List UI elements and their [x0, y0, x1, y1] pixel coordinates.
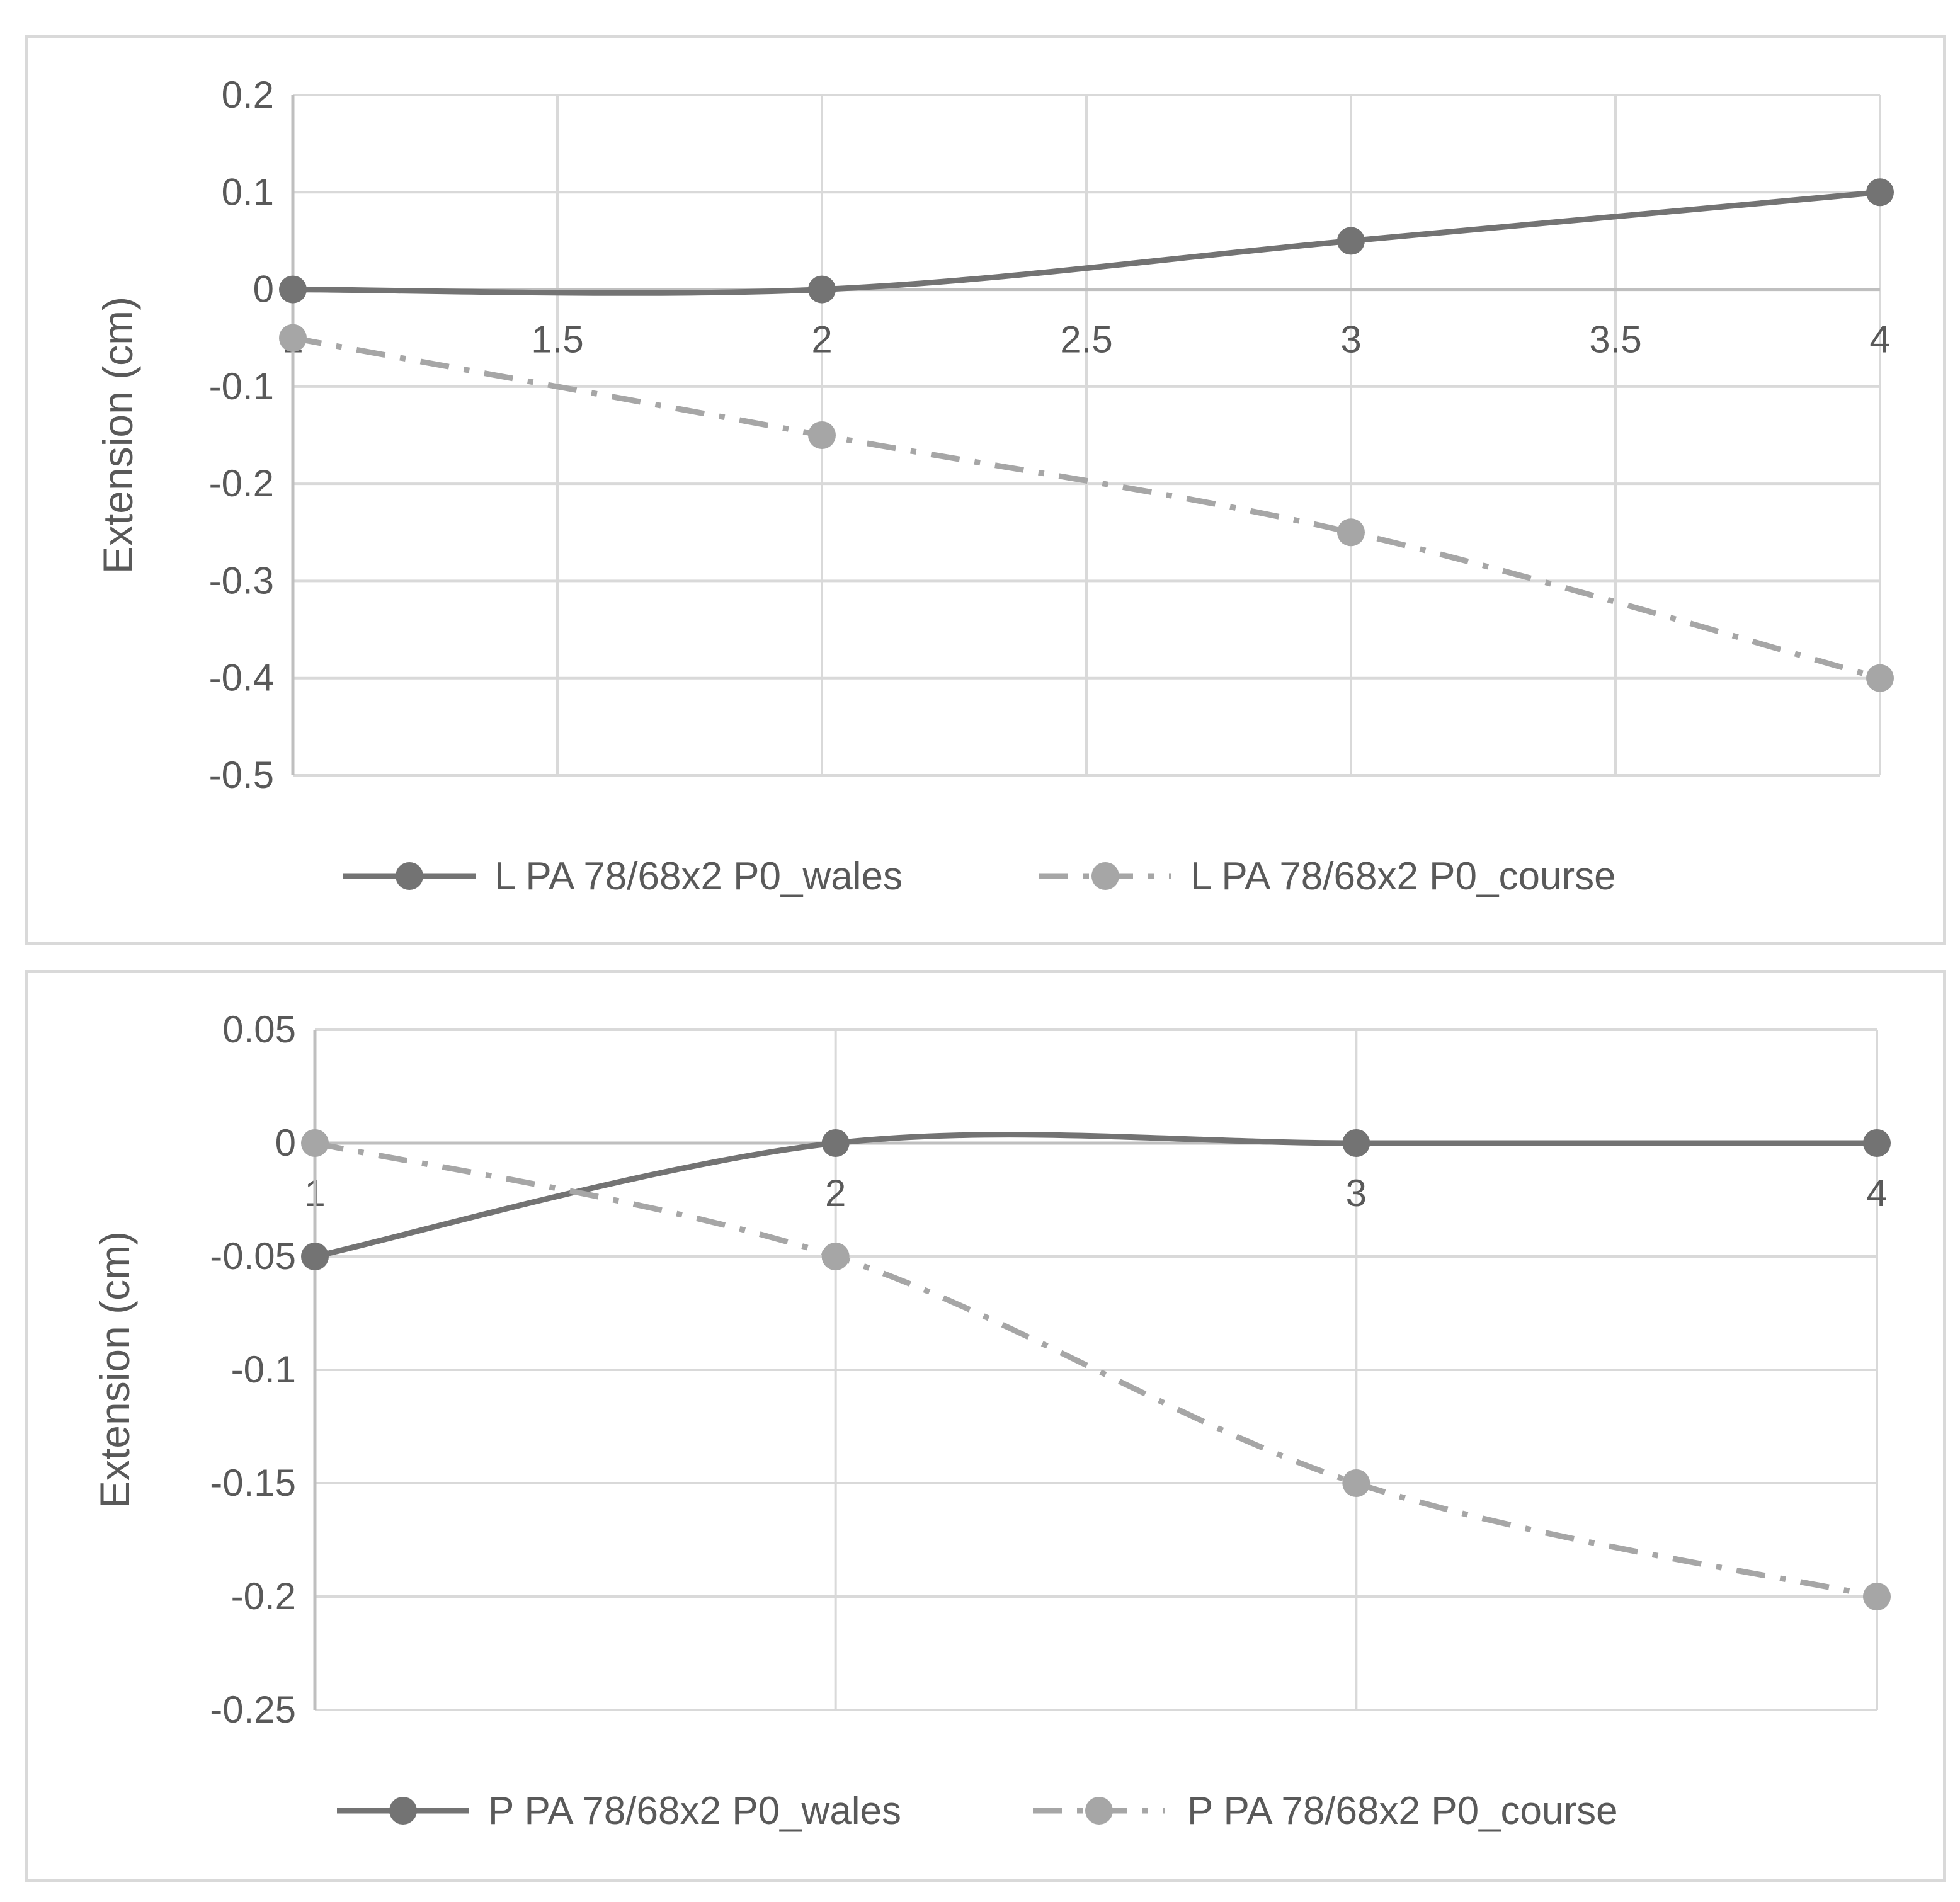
data-point — [301, 1243, 329, 1270]
gridlines — [314, 1028, 1878, 1711]
x-tick-label: 2.5 — [1060, 319, 1112, 361]
legend-label: L PA 78/68x2 P0_wales — [494, 855, 903, 898]
series-course — [279, 324, 1894, 692]
legend-label: P PA 78/68x2 P0_course — [1187, 1789, 1618, 1833]
legend-marker — [396, 862, 423, 890]
x-tick-label: 1.5 — [531, 319, 583, 361]
data-point — [821, 1129, 850, 1157]
y-tick-label: -0.1 — [209, 365, 274, 407]
x-tick-label: 3 — [1346, 1172, 1367, 1214]
chart-panel-top: 0.20.10-0.1-0.2-0.3-0.4-0.511.522.533.54… — [25, 35, 1946, 945]
y-tick-label: -0.4 — [209, 657, 274, 699]
series-line — [314, 1132, 1877, 1260]
series-line — [292, 335, 1881, 681]
data-point — [1863, 1129, 1891, 1157]
y-tick-label: 0.05 — [222, 1008, 296, 1051]
y-tick-label: -0.2 — [209, 462, 274, 504]
legend-marker — [389, 1797, 417, 1825]
y-tick-label: -0.15 — [210, 1462, 296, 1504]
legend-label: P PA 78/68x2 P0_wales — [488, 1789, 901, 1833]
data-point — [1342, 1129, 1370, 1157]
y-tick-label: -0.05 — [210, 1235, 296, 1277]
x-tick-label: 4 — [1866, 1172, 1887, 1214]
x-tick-label: 2 — [811, 319, 832, 361]
y-axis-title: Extension (cm) — [94, 297, 141, 574]
legend-marker — [1091, 862, 1119, 890]
series-line — [292, 189, 1881, 296]
data-point — [1866, 178, 1894, 207]
y-tick-label: -0.1 — [231, 1348, 296, 1391]
y-tick-label: 0.1 — [222, 171, 274, 213]
data-point — [279, 324, 307, 352]
data-point — [1342, 1469, 1370, 1497]
y-tick-label: -0.25 — [210, 1688, 296, 1731]
chart-bottom: 0.050-0.05-0.1-0.15-0.2-0.251234Extensio… — [91, 1008, 1891, 1833]
x-tick-label: 3 — [1340, 319, 1361, 361]
x-tick-label: 2 — [825, 1172, 846, 1214]
y-tick-label: 0 — [253, 268, 274, 310]
data-point — [1866, 664, 1894, 692]
y-axis-title: Extension (cm) — [91, 1231, 138, 1508]
chart-top: 0.20.10-0.1-0.2-0.3-0.4-0.511.522.533.54… — [94, 74, 1894, 898]
data-point — [1337, 518, 1365, 547]
gridlines — [292, 94, 1881, 777]
legend: P PA 78/68x2 P0_wales P PA 78/68x2 P0_cou… — [337, 1789, 1618, 1833]
y-tick-label: -0.5 — [209, 754, 274, 796]
series-wales — [301, 1129, 1891, 1270]
chart-panel-bottom: 0.050-0.05-0.1-0.15-0.2-0.251234Extensio… — [25, 970, 1946, 1882]
data-point — [1863, 1583, 1891, 1610]
series-wales — [279, 178, 1894, 304]
legend-label: L PA 78/68x2 P0_course — [1190, 855, 1616, 898]
series-course — [301, 1129, 1891, 1610]
data-point — [279, 275, 307, 304]
data-point — [301, 1129, 329, 1157]
y-tick-label: -0.2 — [231, 1575, 296, 1617]
data-point — [1337, 227, 1365, 255]
legend: L PA 78/68x2 P0_wales L PA 78/68x2 P0_cou… — [343, 855, 1616, 898]
y-tick-label: 0.2 — [222, 74, 274, 116]
x-tick-label: 4 — [1869, 319, 1890, 361]
data-point — [808, 421, 836, 449]
data-point — [808, 275, 836, 304]
y-tick-label: 0 — [275, 1122, 296, 1164]
legend-marker — [1085, 1797, 1113, 1825]
x-tick-label: 3.5 — [1589, 319, 1641, 361]
y-tick-label: -0.3 — [209, 559, 274, 601]
data-point — [821, 1243, 850, 1270]
